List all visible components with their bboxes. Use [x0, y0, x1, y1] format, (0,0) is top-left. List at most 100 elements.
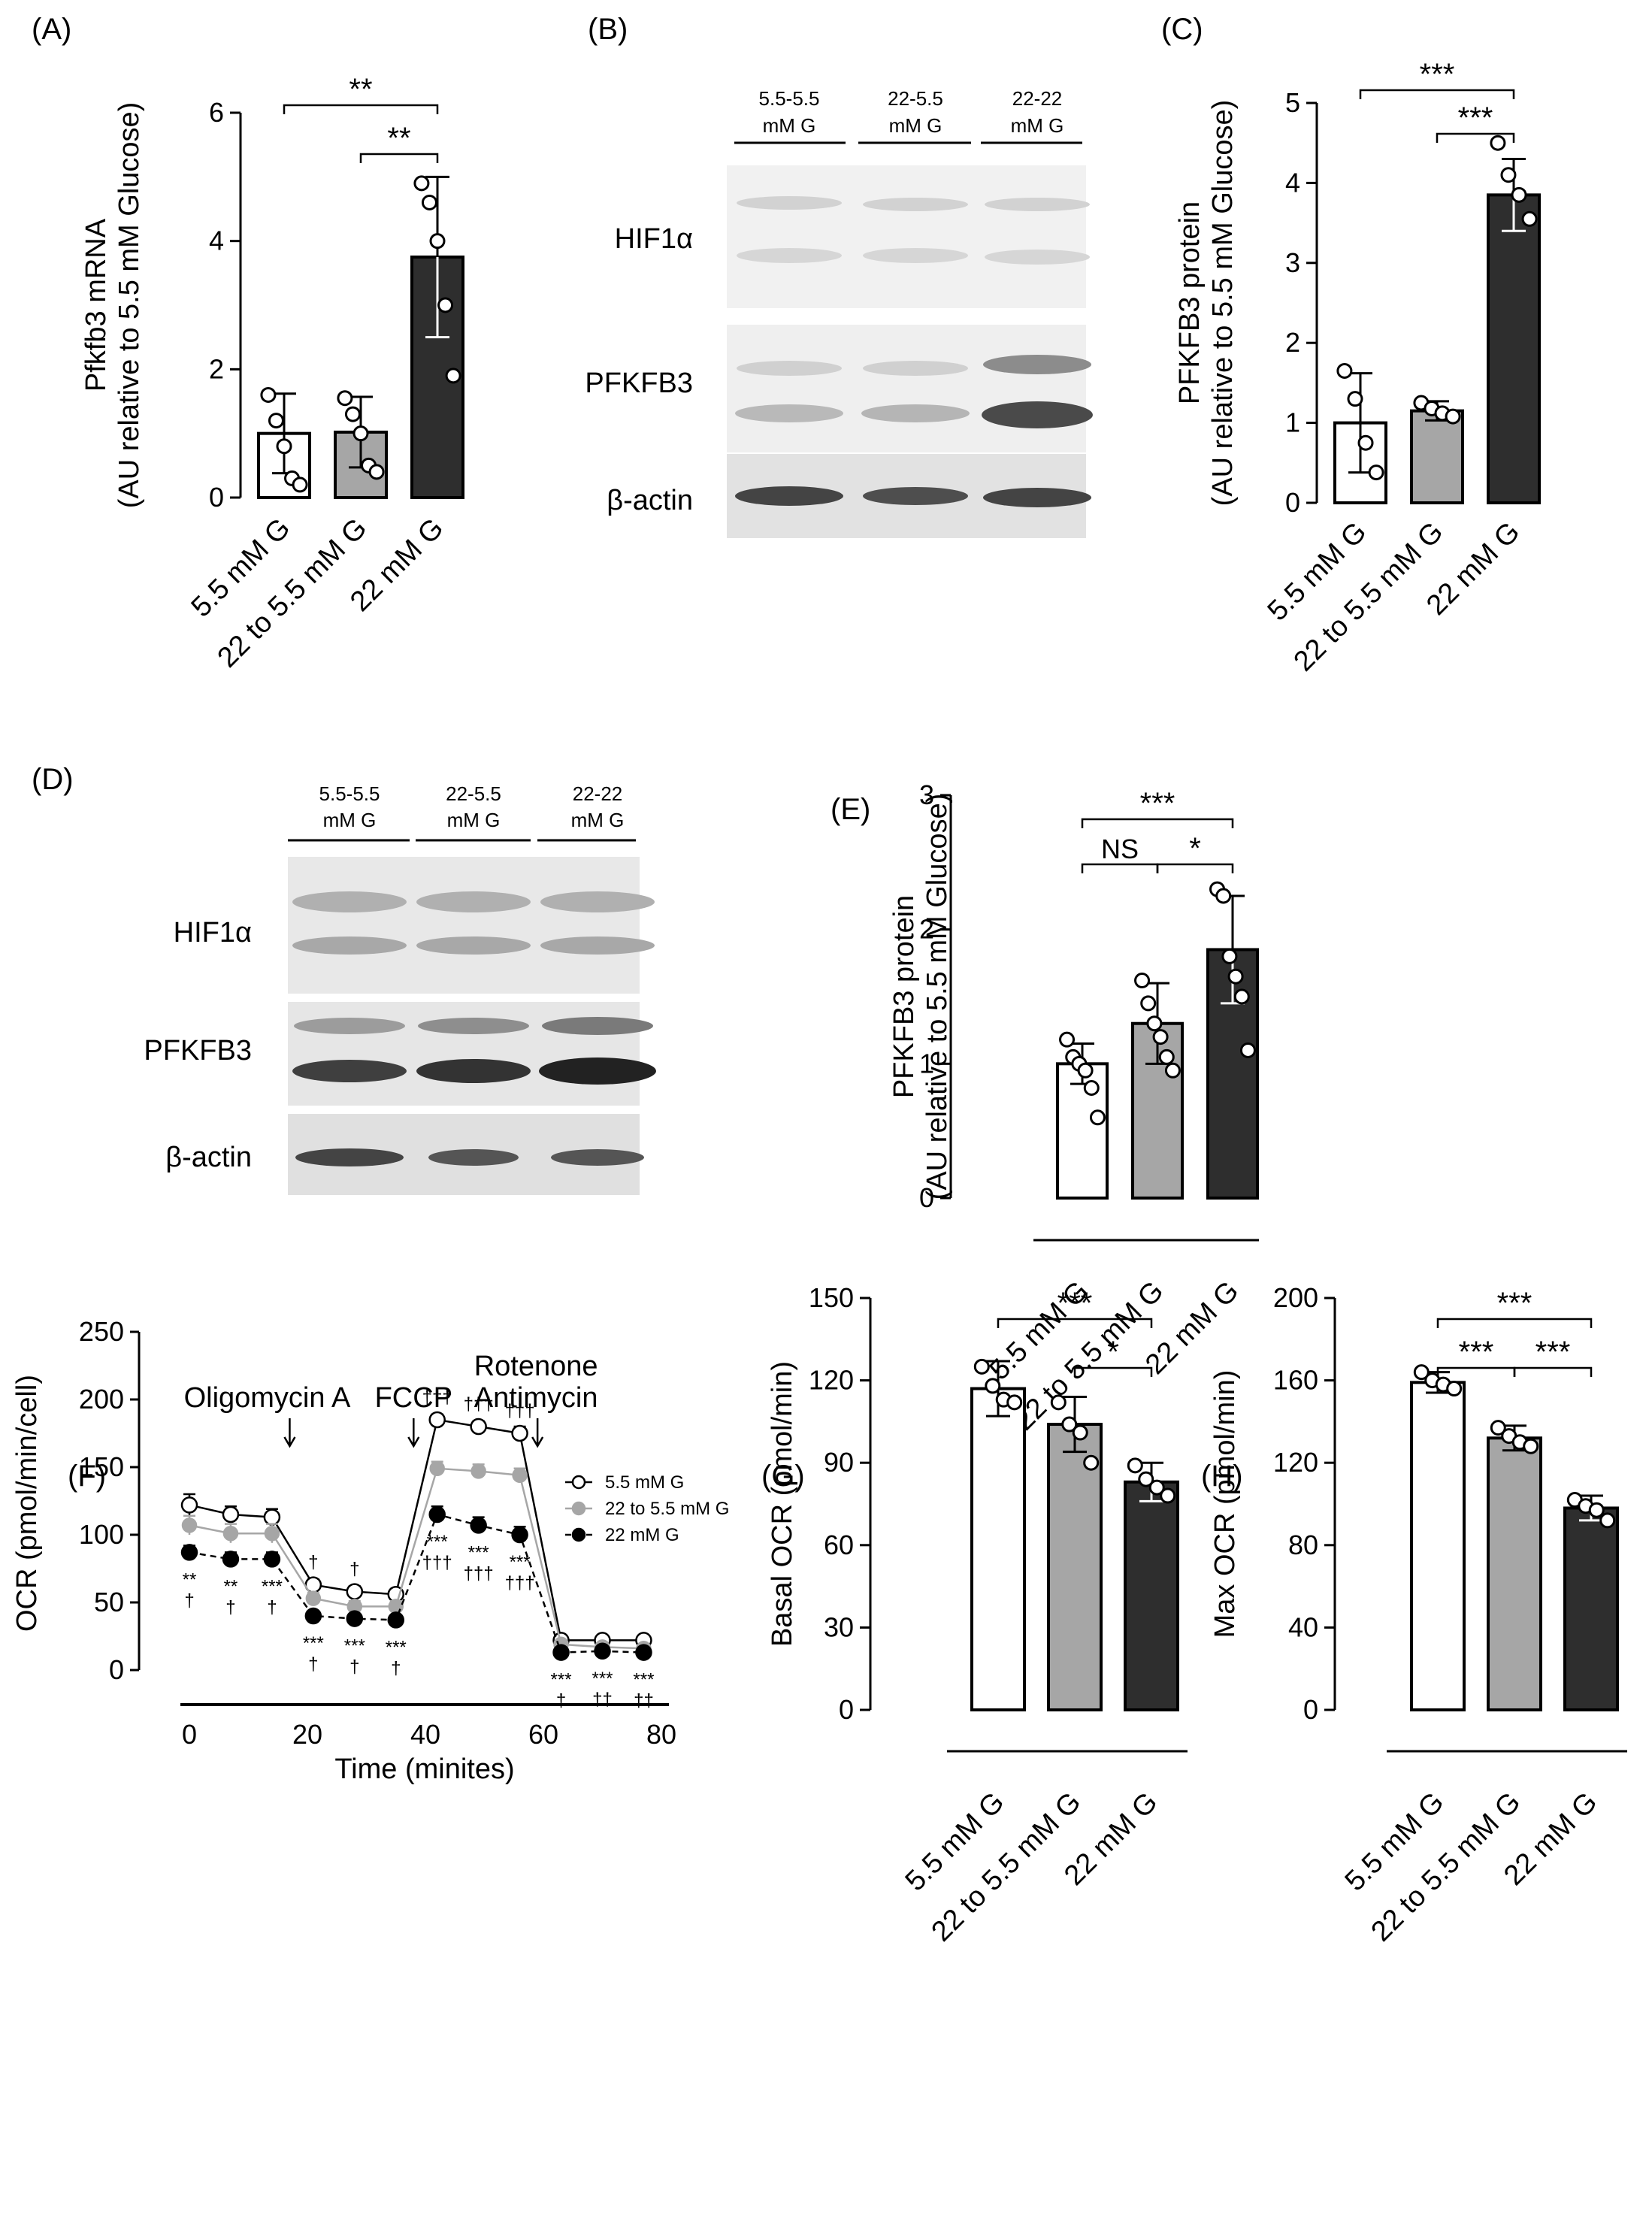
data-point: [344, 406, 361, 422]
data-point: [1146, 1015, 1163, 1032]
significance-label: ***: [344, 1636, 365, 1657]
data-point: [260, 386, 277, 403]
data-point: [1357, 434, 1374, 451]
series-point: [428, 1411, 446, 1429]
significance-label: **: [183, 1569, 197, 1590]
series-point: [511, 1424, 528, 1442]
series-point: [387, 1611, 404, 1629]
data-point: [1134, 973, 1151, 989]
data-point: [1490, 135, 1506, 151]
x-tick-label: 60: [528, 1719, 558, 1750]
lane-label-line2: mM G: [447, 809, 501, 831]
chart-c-pfkfb3-protein: 0 1 2 3 4 5 PFKFB3 protein (AU relative to 5.5 …: [1174, 58, 1541, 678]
panel-label-f: (F): [68, 1460, 106, 1493]
data-point: [1158, 1048, 1175, 1065]
data-point: [1599, 1512, 1616, 1529]
x-tick-label: 0: [182, 1719, 197, 1750]
series-point: [346, 1610, 364, 1627]
y-axis-title: (AU relative to 5.5 mM Glucose): [1207, 100, 1239, 507]
band: [863, 248, 968, 263]
band: [863, 361, 968, 376]
band: [540, 891, 655, 912]
legend-label: 22 mM G: [605, 1525, 679, 1545]
data-point: [1445, 408, 1461, 425]
y-axis-title: (AU relative to 5.5 mM Glucose): [921, 794, 953, 1200]
lane-label-line2: mM G: [571, 809, 625, 831]
data-point: [1148, 1479, 1165, 1496]
significance-label: ***: [510, 1552, 531, 1572]
significance-label: ***: [1459, 1336, 1494, 1369]
y-tick-label: 1: [919, 1048, 934, 1079]
band: [983, 488, 1091, 507]
dagger-label: †††: [464, 1563, 494, 1584]
lane-label-line1: 22-22: [1012, 87, 1063, 110]
y-tick-label: 0: [109, 1654, 124, 1685]
data-point: [1083, 1079, 1100, 1096]
series-point: [346, 1583, 364, 1600]
dagger-label: †: [556, 1691, 566, 1711]
data-point: [276, 438, 292, 455]
significance-label: **: [387, 122, 410, 155]
injection-arrow: [283, 1418, 296, 1448]
significance-bracket: [359, 153, 439, 163]
lane-label-line2: mM G: [889, 114, 942, 137]
data-point: [1072, 1424, 1088, 1441]
x-tick-label: 80: [646, 1719, 676, 1750]
series-point: [181, 1517, 198, 1533]
significance-label: ***: [551, 1670, 572, 1690]
data-point: [1050, 1394, 1067, 1411]
band: [418, 1018, 529, 1034]
data-point: [1368, 464, 1384, 481]
band: [540, 936, 655, 955]
bar: [1487, 1436, 1542, 1711]
blot-row-label-hif1a: HIF1α: [615, 223, 693, 255]
y-tick-label: 90: [824, 1447, 854, 1478]
injection-label: Oligomycin A: [184, 1382, 351, 1414]
series-point: [635, 1644, 652, 1661]
significance-label: ***: [1420, 58, 1455, 91]
series-point: [222, 1505, 240, 1523]
data-point: [1215, 888, 1232, 904]
blot-row-label-actin: β-actin: [165, 1142, 252, 1173]
significance-label: *: [1107, 1336, 1119, 1369]
y-axis-title: PFKFB3 protein: [1174, 201, 1206, 404]
y-tick-label: 60: [824, 1530, 854, 1560]
series-point: [470, 1463, 486, 1479]
y-tick-label: 2: [919, 914, 934, 945]
significance-bracket: [1081, 818, 1234, 828]
panel-label-h: (H): [1201, 1460, 1243, 1493]
data-point: [1152, 1029, 1169, 1045]
legend-label: 22 to 5.5 mM G: [605, 1499, 729, 1519]
y-tick-label: 200: [1273, 1282, 1318, 1313]
y-tick-label: 0: [209, 482, 224, 513]
series-point: [264, 1525, 280, 1542]
injection-arrow: [407, 1418, 420, 1448]
band: [863, 198, 968, 211]
band: [416, 1059, 531, 1083]
y-tick-label: 4: [209, 225, 224, 256]
series-point: [470, 1418, 487, 1436]
band: [428, 1149, 519, 1166]
data-point: [1521, 210, 1538, 227]
dagger-label: †: [308, 1654, 318, 1675]
significance-bracket: [997, 1318, 1153, 1328]
x-tick-label: 40: [410, 1719, 440, 1750]
data-point: [1059, 1031, 1076, 1048]
data-point: [268, 413, 284, 429]
data-point: [1336, 362, 1353, 379]
y-tick-label: 3: [919, 779, 934, 810]
significance-label: NS: [1101, 834, 1139, 864]
significance-bracket: [283, 104, 439, 114]
legend-marker: [571, 1501, 586, 1516]
y-tick-label: 250: [79, 1316, 124, 1347]
data-point: [337, 390, 353, 407]
y-tick-label: 2: [1285, 327, 1300, 358]
blot-strip-hif1a: [727, 165, 1086, 308]
band: [416, 936, 531, 955]
y-tick-label: 0: [919, 1182, 934, 1213]
data-point: [1500, 167, 1517, 183]
western-blot-d: 5.5-5.5 mM G 22-5.5 mM G 22-22 mM G HIF1…: [144, 782, 656, 1195]
band: [983, 355, 1091, 374]
band: [737, 361, 842, 376]
